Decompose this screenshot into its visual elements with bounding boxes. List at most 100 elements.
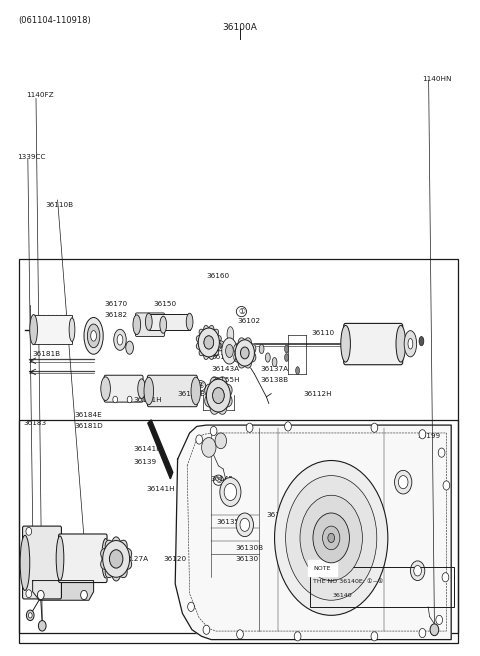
Ellipse shape bbox=[117, 335, 123, 345]
Text: 36138B: 36138B bbox=[261, 377, 289, 384]
Ellipse shape bbox=[398, 476, 408, 489]
Bar bbox=[19, 259, 458, 633]
Text: 36102: 36102 bbox=[238, 318, 261, 325]
Text: 36127A: 36127A bbox=[120, 556, 148, 562]
Ellipse shape bbox=[84, 318, 103, 354]
Ellipse shape bbox=[286, 476, 377, 600]
Text: 36184E: 36184E bbox=[74, 412, 102, 419]
Ellipse shape bbox=[443, 481, 450, 490]
Ellipse shape bbox=[436, 615, 443, 625]
Text: 36150: 36150 bbox=[154, 300, 177, 307]
Text: 36110: 36110 bbox=[311, 330, 334, 337]
Polygon shape bbox=[148, 420, 173, 479]
Ellipse shape bbox=[213, 388, 224, 403]
Text: THE NO 36140E: ①~④: THE NO 36140E: ①~④ bbox=[313, 579, 384, 584]
Ellipse shape bbox=[198, 328, 219, 357]
Text: ②: ② bbox=[216, 341, 223, 350]
Text: 36100A: 36100A bbox=[223, 23, 257, 32]
Ellipse shape bbox=[206, 379, 230, 412]
Ellipse shape bbox=[28, 613, 32, 618]
Ellipse shape bbox=[188, 602, 194, 611]
Ellipse shape bbox=[102, 539, 109, 578]
Ellipse shape bbox=[103, 541, 130, 577]
Ellipse shape bbox=[202, 438, 216, 457]
Ellipse shape bbox=[215, 433, 227, 449]
Ellipse shape bbox=[236, 513, 253, 537]
Text: 36130B: 36130B bbox=[235, 544, 264, 551]
Ellipse shape bbox=[81, 590, 87, 600]
Text: 36182: 36182 bbox=[105, 312, 128, 318]
Text: 36170: 36170 bbox=[105, 300, 128, 307]
Ellipse shape bbox=[26, 590, 32, 598]
Ellipse shape bbox=[69, 318, 75, 341]
Ellipse shape bbox=[220, 478, 241, 506]
Polygon shape bbox=[33, 581, 94, 600]
Ellipse shape bbox=[138, 379, 145, 398]
Ellipse shape bbox=[419, 430, 426, 439]
Ellipse shape bbox=[127, 396, 132, 403]
Ellipse shape bbox=[203, 625, 210, 634]
Ellipse shape bbox=[313, 513, 349, 563]
Ellipse shape bbox=[285, 422, 291, 431]
Ellipse shape bbox=[227, 327, 234, 342]
Polygon shape bbox=[234, 338, 256, 368]
Ellipse shape bbox=[144, 377, 154, 405]
Text: 1140FZ: 1140FZ bbox=[26, 92, 54, 98]
FancyBboxPatch shape bbox=[23, 526, 61, 599]
Text: 36141H: 36141H bbox=[133, 446, 162, 453]
Ellipse shape bbox=[285, 345, 288, 353]
Text: 36143: 36143 bbox=[211, 354, 234, 360]
Bar bbox=[34, 315, 72, 344]
Ellipse shape bbox=[237, 630, 243, 639]
Ellipse shape bbox=[442, 573, 449, 582]
Ellipse shape bbox=[87, 324, 100, 348]
Ellipse shape bbox=[213, 388, 224, 403]
Ellipse shape bbox=[371, 632, 378, 641]
Ellipse shape bbox=[328, 533, 335, 543]
Text: 36141H: 36141H bbox=[133, 397, 162, 403]
Polygon shape bbox=[204, 377, 232, 415]
Ellipse shape bbox=[300, 495, 362, 581]
Ellipse shape bbox=[240, 347, 249, 359]
Text: 36146A: 36146A bbox=[26, 528, 55, 535]
Ellipse shape bbox=[240, 518, 250, 531]
Text: ①: ① bbox=[238, 307, 245, 316]
Ellipse shape bbox=[204, 336, 214, 349]
Ellipse shape bbox=[26, 610, 34, 621]
Bar bbox=[310, 567, 454, 607]
Ellipse shape bbox=[246, 423, 253, 432]
Ellipse shape bbox=[38, 621, 46, 631]
Ellipse shape bbox=[323, 526, 340, 550]
Text: 1339CC: 1339CC bbox=[17, 154, 45, 161]
Polygon shape bbox=[175, 425, 451, 640]
Ellipse shape bbox=[419, 628, 426, 638]
Ellipse shape bbox=[145, 314, 152, 331]
Ellipse shape bbox=[294, 632, 301, 641]
Ellipse shape bbox=[285, 354, 288, 361]
Ellipse shape bbox=[222, 338, 237, 364]
Text: 36183: 36183 bbox=[23, 420, 46, 426]
Ellipse shape bbox=[210, 426, 217, 436]
Text: 36137A: 36137A bbox=[261, 365, 289, 372]
Ellipse shape bbox=[408, 338, 413, 349]
Ellipse shape bbox=[204, 336, 214, 349]
Text: ④: ④ bbox=[197, 381, 204, 390]
Ellipse shape bbox=[56, 536, 64, 581]
Ellipse shape bbox=[196, 435, 203, 444]
Text: 36155H: 36155H bbox=[211, 377, 240, 384]
FancyBboxPatch shape bbox=[147, 375, 197, 407]
Polygon shape bbox=[196, 325, 221, 359]
Ellipse shape bbox=[235, 340, 254, 366]
Ellipse shape bbox=[101, 377, 110, 400]
Text: 36135C: 36135C bbox=[216, 518, 244, 525]
Ellipse shape bbox=[265, 353, 270, 362]
Text: 36143A: 36143A bbox=[211, 365, 240, 372]
Text: 36181B: 36181B bbox=[33, 351, 61, 358]
Ellipse shape bbox=[275, 461, 388, 615]
Ellipse shape bbox=[272, 358, 277, 367]
Bar bbox=[19, 420, 458, 643]
Ellipse shape bbox=[341, 325, 350, 362]
Ellipse shape bbox=[186, 314, 193, 331]
Text: 36112H: 36112H bbox=[303, 390, 332, 397]
Ellipse shape bbox=[259, 344, 264, 354]
